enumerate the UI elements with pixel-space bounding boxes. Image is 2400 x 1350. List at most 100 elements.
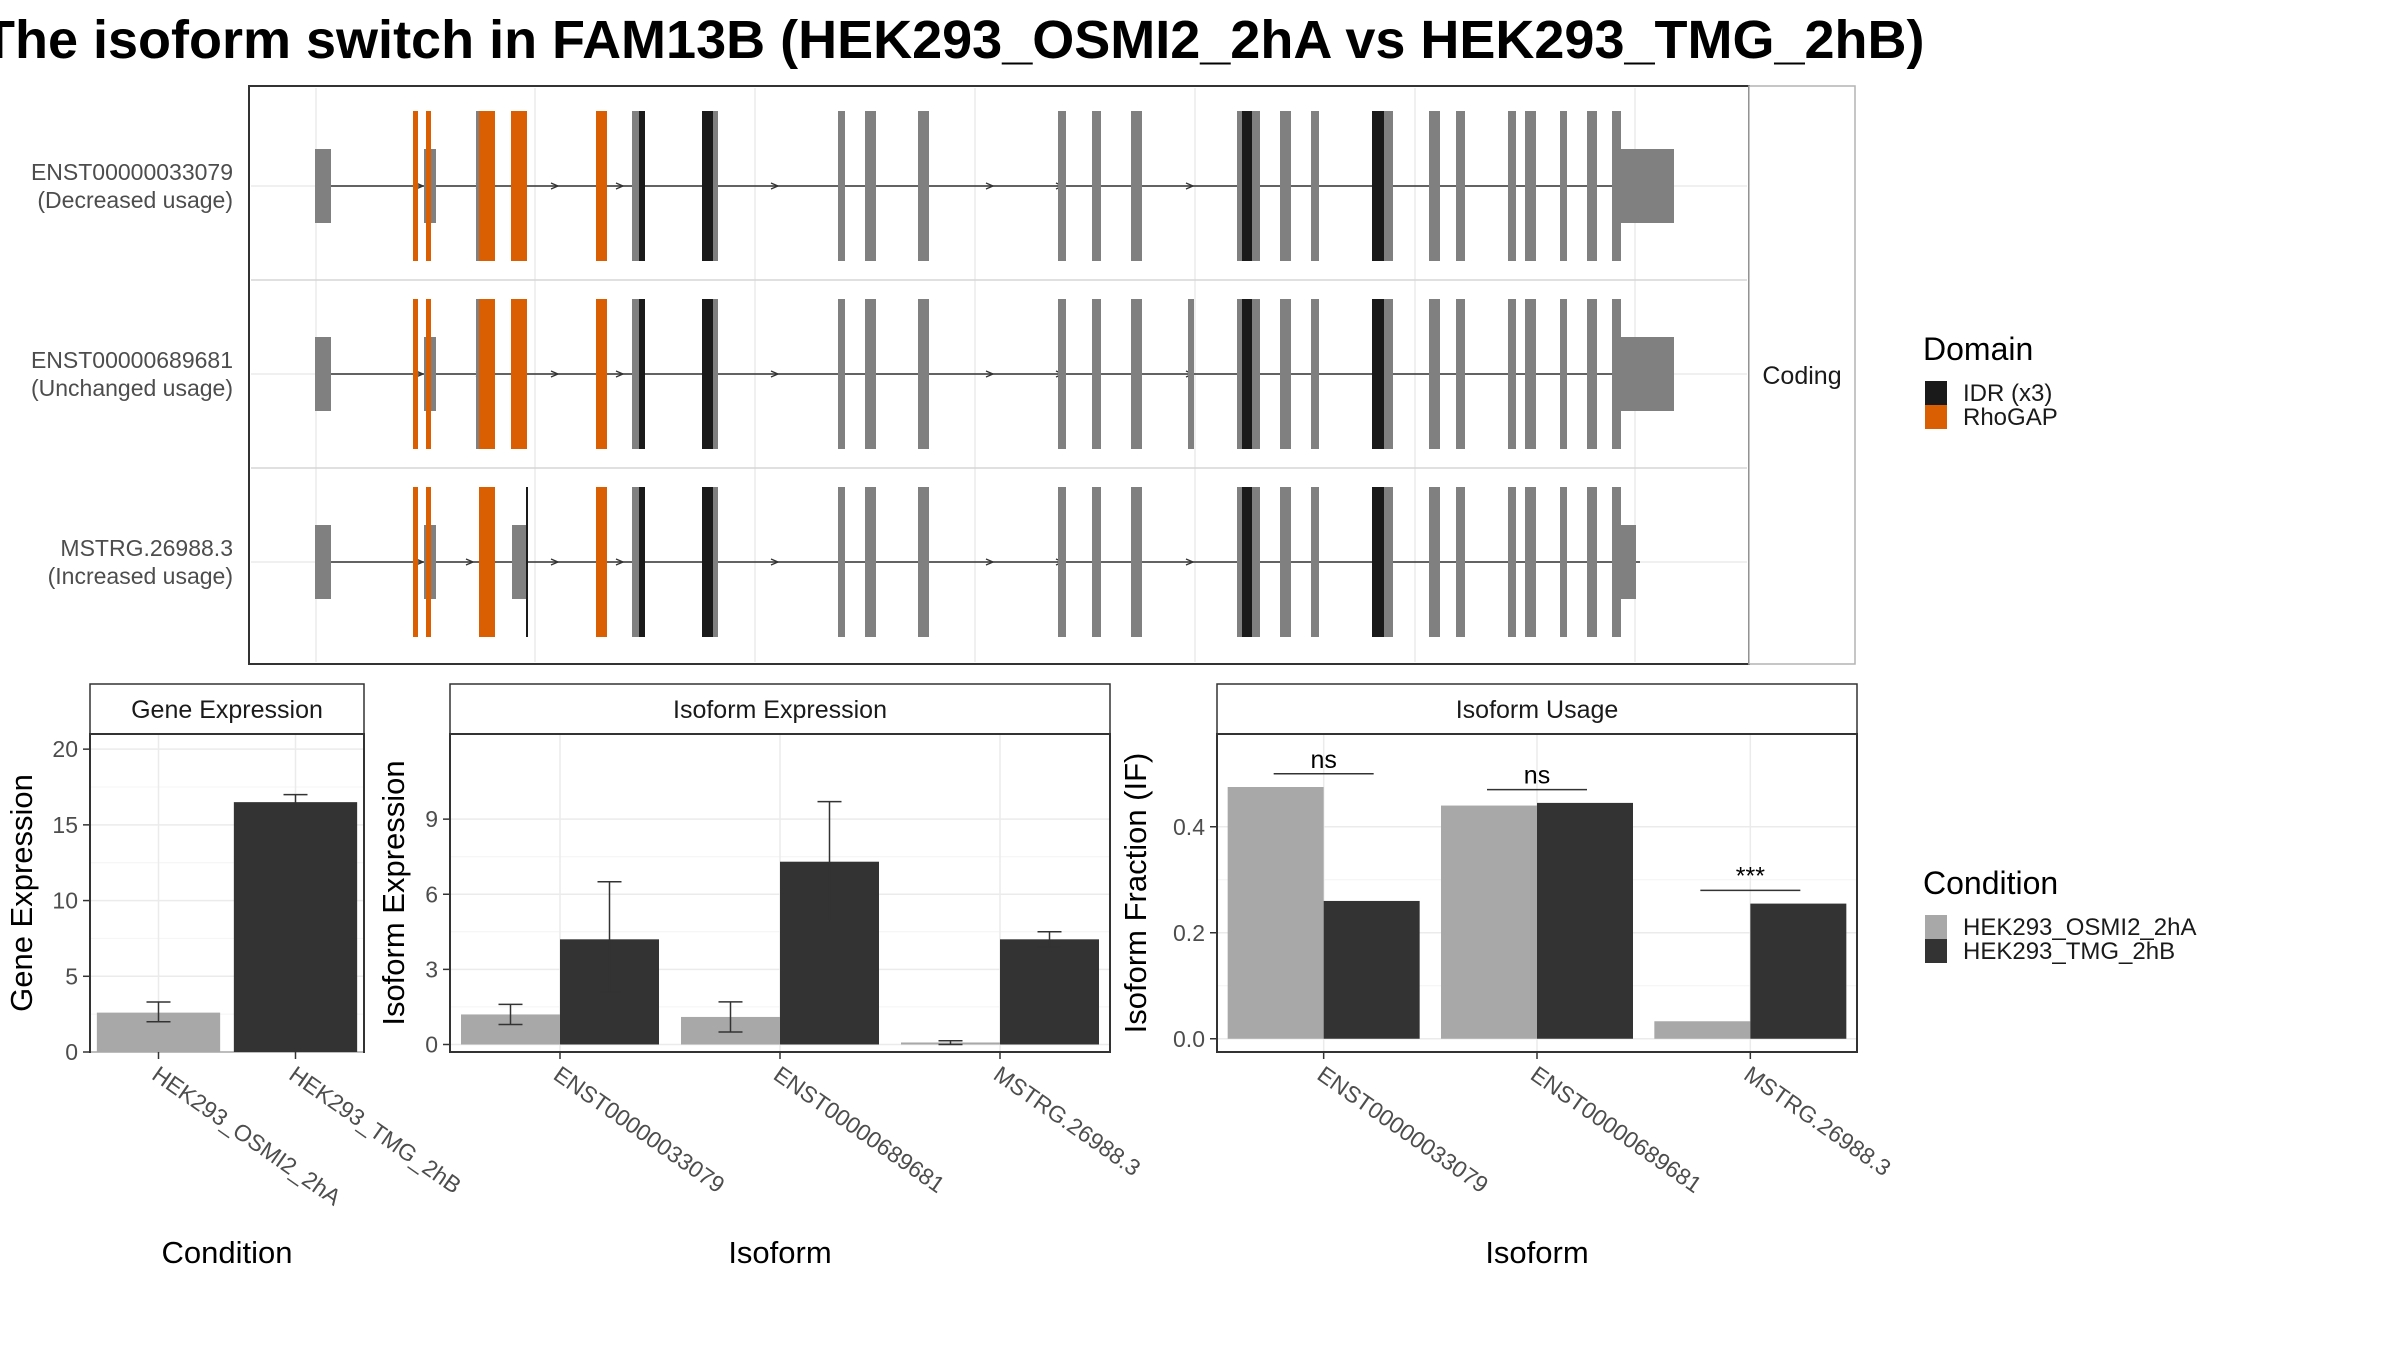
legend-swatch-cond-b xyxy=(1925,939,1947,963)
isoform-track xyxy=(315,299,1674,449)
bar xyxy=(1654,1021,1751,1039)
y-tick-label: 0.0 xyxy=(1173,1026,1205,1052)
exon xyxy=(512,525,526,599)
strand-arrow xyxy=(985,370,995,378)
legend-swatch-rhogap xyxy=(1925,405,1947,429)
rhogap-domain-exon xyxy=(413,487,418,637)
idr-domain-exon xyxy=(526,487,528,637)
exon xyxy=(838,299,845,449)
legend-swatch-idr xyxy=(1925,381,1947,405)
condition-legend-title: Condition xyxy=(1923,865,2058,901)
gene-structure-strip xyxy=(1748,85,1856,665)
exon xyxy=(632,111,639,261)
isoform-label-id: ENST00000689681 xyxy=(31,347,233,373)
y-tick-label: 0.2 xyxy=(1173,920,1205,946)
isoform-usage-panel: Isoform Usage ENST00000033079 ENST0000068… xyxy=(1118,683,1896,1270)
exon xyxy=(1525,111,1536,261)
exon xyxy=(1456,487,1465,637)
domain-legend-title: Domain xyxy=(1923,331,2033,367)
strand-arrow xyxy=(615,370,625,378)
strand-arrow xyxy=(415,370,425,378)
exon xyxy=(1525,487,1536,637)
exon xyxy=(1587,111,1597,261)
idr-domain-exon xyxy=(1242,299,1252,449)
exon xyxy=(1508,487,1516,637)
exon xyxy=(1614,337,1674,411)
exon xyxy=(1384,487,1393,637)
y-tick-label: 10 xyxy=(52,888,78,914)
idr-domain-exon xyxy=(1372,299,1384,449)
rhogap-domain-exon xyxy=(511,299,527,449)
idr-domain-exon xyxy=(1242,111,1252,261)
exon xyxy=(1560,111,1567,261)
exon xyxy=(865,111,876,261)
gene-structure-panel: Coding ENST00000033079 (Decreased usage)… xyxy=(31,85,1856,665)
strand-arrow xyxy=(415,182,425,190)
isoform-track xyxy=(315,111,1674,261)
y-tick-label: 0 xyxy=(425,1031,438,1057)
isoform-expression-strip-label: Isoform Expression xyxy=(673,696,887,724)
exon xyxy=(1237,487,1242,637)
y-tick-label: 0 xyxy=(65,1039,78,1065)
exon xyxy=(315,525,331,599)
exon xyxy=(1587,487,1597,637)
exon xyxy=(1131,487,1142,637)
rhogap-domain-exon xyxy=(596,111,607,261)
exon xyxy=(1587,299,1597,449)
exon xyxy=(315,337,331,411)
bar xyxy=(1323,900,1420,1039)
isoform-usage-strip-label: Isoform Usage xyxy=(1456,696,1619,724)
exon xyxy=(1614,525,1636,599)
exon xyxy=(865,299,876,449)
isoform-label-note: (Unchanged usage) xyxy=(31,375,233,401)
strand-arrow xyxy=(985,558,995,566)
exon xyxy=(713,111,718,261)
exon xyxy=(1280,111,1291,261)
exon xyxy=(1188,299,1194,449)
y-tick-label: 3 xyxy=(425,956,438,982)
domain-legend: Domain IDR (x3) RhoGAP xyxy=(1923,331,2058,431)
gene-expression-panel: Gene Expression HEK293_OSMI2_2hAHEK293_T… xyxy=(4,683,466,1270)
exon xyxy=(1384,111,1393,261)
figure-title: The isoform switch in FAM13B (HEK293_OSM… xyxy=(0,10,1925,70)
y-tick-label: 20 xyxy=(52,736,78,762)
bar xyxy=(1000,939,1099,1045)
legend-swatch-cond-a xyxy=(1925,915,1947,939)
isoform-label-note: (Decreased usage) xyxy=(37,187,233,213)
strand-arrow xyxy=(415,558,425,566)
exon xyxy=(1092,487,1101,637)
exon xyxy=(1058,299,1066,449)
exon xyxy=(1237,111,1242,261)
exon xyxy=(713,299,718,449)
isoform-expression-x-title: Isoform xyxy=(728,1235,831,1270)
rhogap-domain-exon xyxy=(426,111,431,261)
bar xyxy=(1227,787,1324,1039)
exon xyxy=(1456,111,1465,261)
gene-structure-strip-label: Coding xyxy=(1762,362,1841,390)
isoform-expression-panel: Isoform Expression ENST00000033079 ENST00… xyxy=(376,683,1145,1270)
strand-arrow xyxy=(985,182,995,190)
strand-arrow xyxy=(770,370,780,378)
exon xyxy=(1560,487,1567,637)
rhogap-domain-exon xyxy=(479,111,495,261)
idr-domain-exon xyxy=(702,299,713,449)
rhogap-domain-exon xyxy=(413,299,418,449)
exon xyxy=(838,111,845,261)
idr-domain-exon xyxy=(1242,487,1252,637)
isoform-usage-x-title: Isoform xyxy=(1485,1235,1588,1270)
exon xyxy=(1237,299,1242,449)
isoform-label-id: MSTRG.26988.3 xyxy=(60,535,233,561)
exon xyxy=(1429,299,1440,449)
y-tick-label: 9 xyxy=(425,806,438,832)
exon xyxy=(1525,299,1536,449)
exon xyxy=(1429,111,1440,261)
exon xyxy=(918,487,929,637)
idr-domain-exon xyxy=(1372,487,1384,637)
x-tick-label: ENST00000689681 xyxy=(1526,1061,1706,1198)
bar xyxy=(1441,805,1537,1039)
isoform-label-id: ENST00000033079 xyxy=(31,159,233,185)
isoform-expression-y-title: Isoform Expression xyxy=(376,760,411,1025)
exon xyxy=(1456,299,1465,449)
gene-structure-isoform-labels: ENST00000033079 (Decreased usage) ENST00… xyxy=(31,159,233,589)
exon xyxy=(1280,487,1291,637)
